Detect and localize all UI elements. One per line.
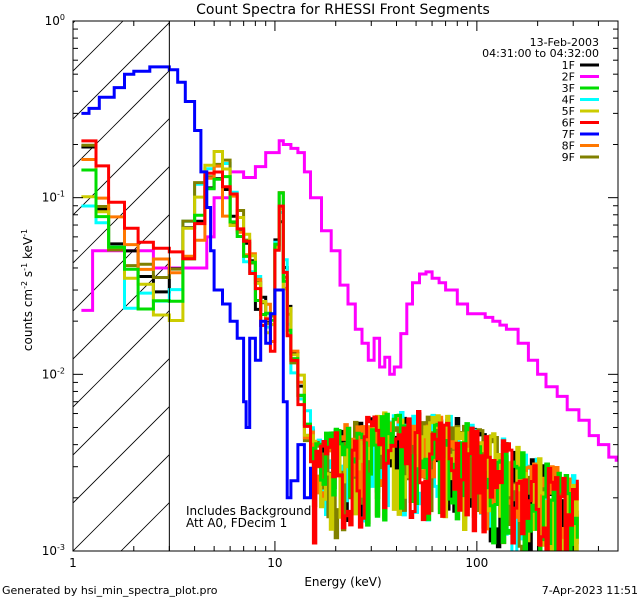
legend-label-2F: 2F — [562, 71, 575, 84]
y-tick-label: 10-1 — [42, 190, 65, 205]
legend-label-6F: 6F — [562, 117, 575, 130]
time-range-label: 04:31:00 to 04:32:00 — [482, 47, 599, 60]
background-hatch-region — [73, 21, 170, 551]
hatch-line — [73, 70, 170, 168]
legend-label-1F: 1F — [562, 59, 575, 72]
x-axis-label: Energy (keV) — [304, 575, 381, 589]
date-label: 13-Feb-2003 — [530, 36, 599, 49]
y-tick-label: 10-3 — [42, 543, 65, 558]
series-6F-line — [81, 139, 579, 551]
annotation-attenuator: Att A0, FDecim 1 — [186, 516, 287, 530]
x-tick-label: 100 — [465, 556, 488, 570]
footer-generated-by: Generated by hsi_min_spectra_plot.pro — [2, 584, 218, 597]
hatch-line — [73, 406, 170, 504]
x-tick-label: 10 — [267, 556, 282, 570]
hatch-line — [73, 262, 170, 360]
legend-label-5F: 5F — [562, 105, 575, 118]
hatch-line — [73, 454, 170, 551]
footer-timestamp: 7-Apr-2023 11:51 — [542, 584, 638, 597]
legend-label-8F: 8F — [562, 140, 575, 153]
hatch-line — [73, 214, 170, 312]
axes: 1 10 100 10-3 10-2 10-1 100 — [42, 13, 619, 570]
x-tick-label: 1 — [69, 556, 77, 570]
annotation-background: Includes Background — [186, 504, 311, 518]
legend-label-7F: 7F — [562, 128, 575, 141]
chart-title: Count Spectra for RHESSI Front Segments — [196, 2, 490, 18]
series-7F-line — [81, 65, 312, 500]
series-2F-line — [81, 139, 618, 462]
y-axis-label: counts cm-2 s-1 keV-1 — [20, 229, 35, 351]
y-tick-label: 100 — [45, 13, 65, 28]
legend-label-9F: 9F — [562, 151, 575, 164]
series-layer — [81, 65, 618, 551]
hatch-line — [73, 22, 170, 120]
legend-label-4F: 4F — [562, 94, 575, 107]
plot-frame — [72, 20, 619, 552]
legend-label-3F: 3F — [562, 82, 575, 95]
y-tick-label: 10-2 — [42, 366, 65, 381]
